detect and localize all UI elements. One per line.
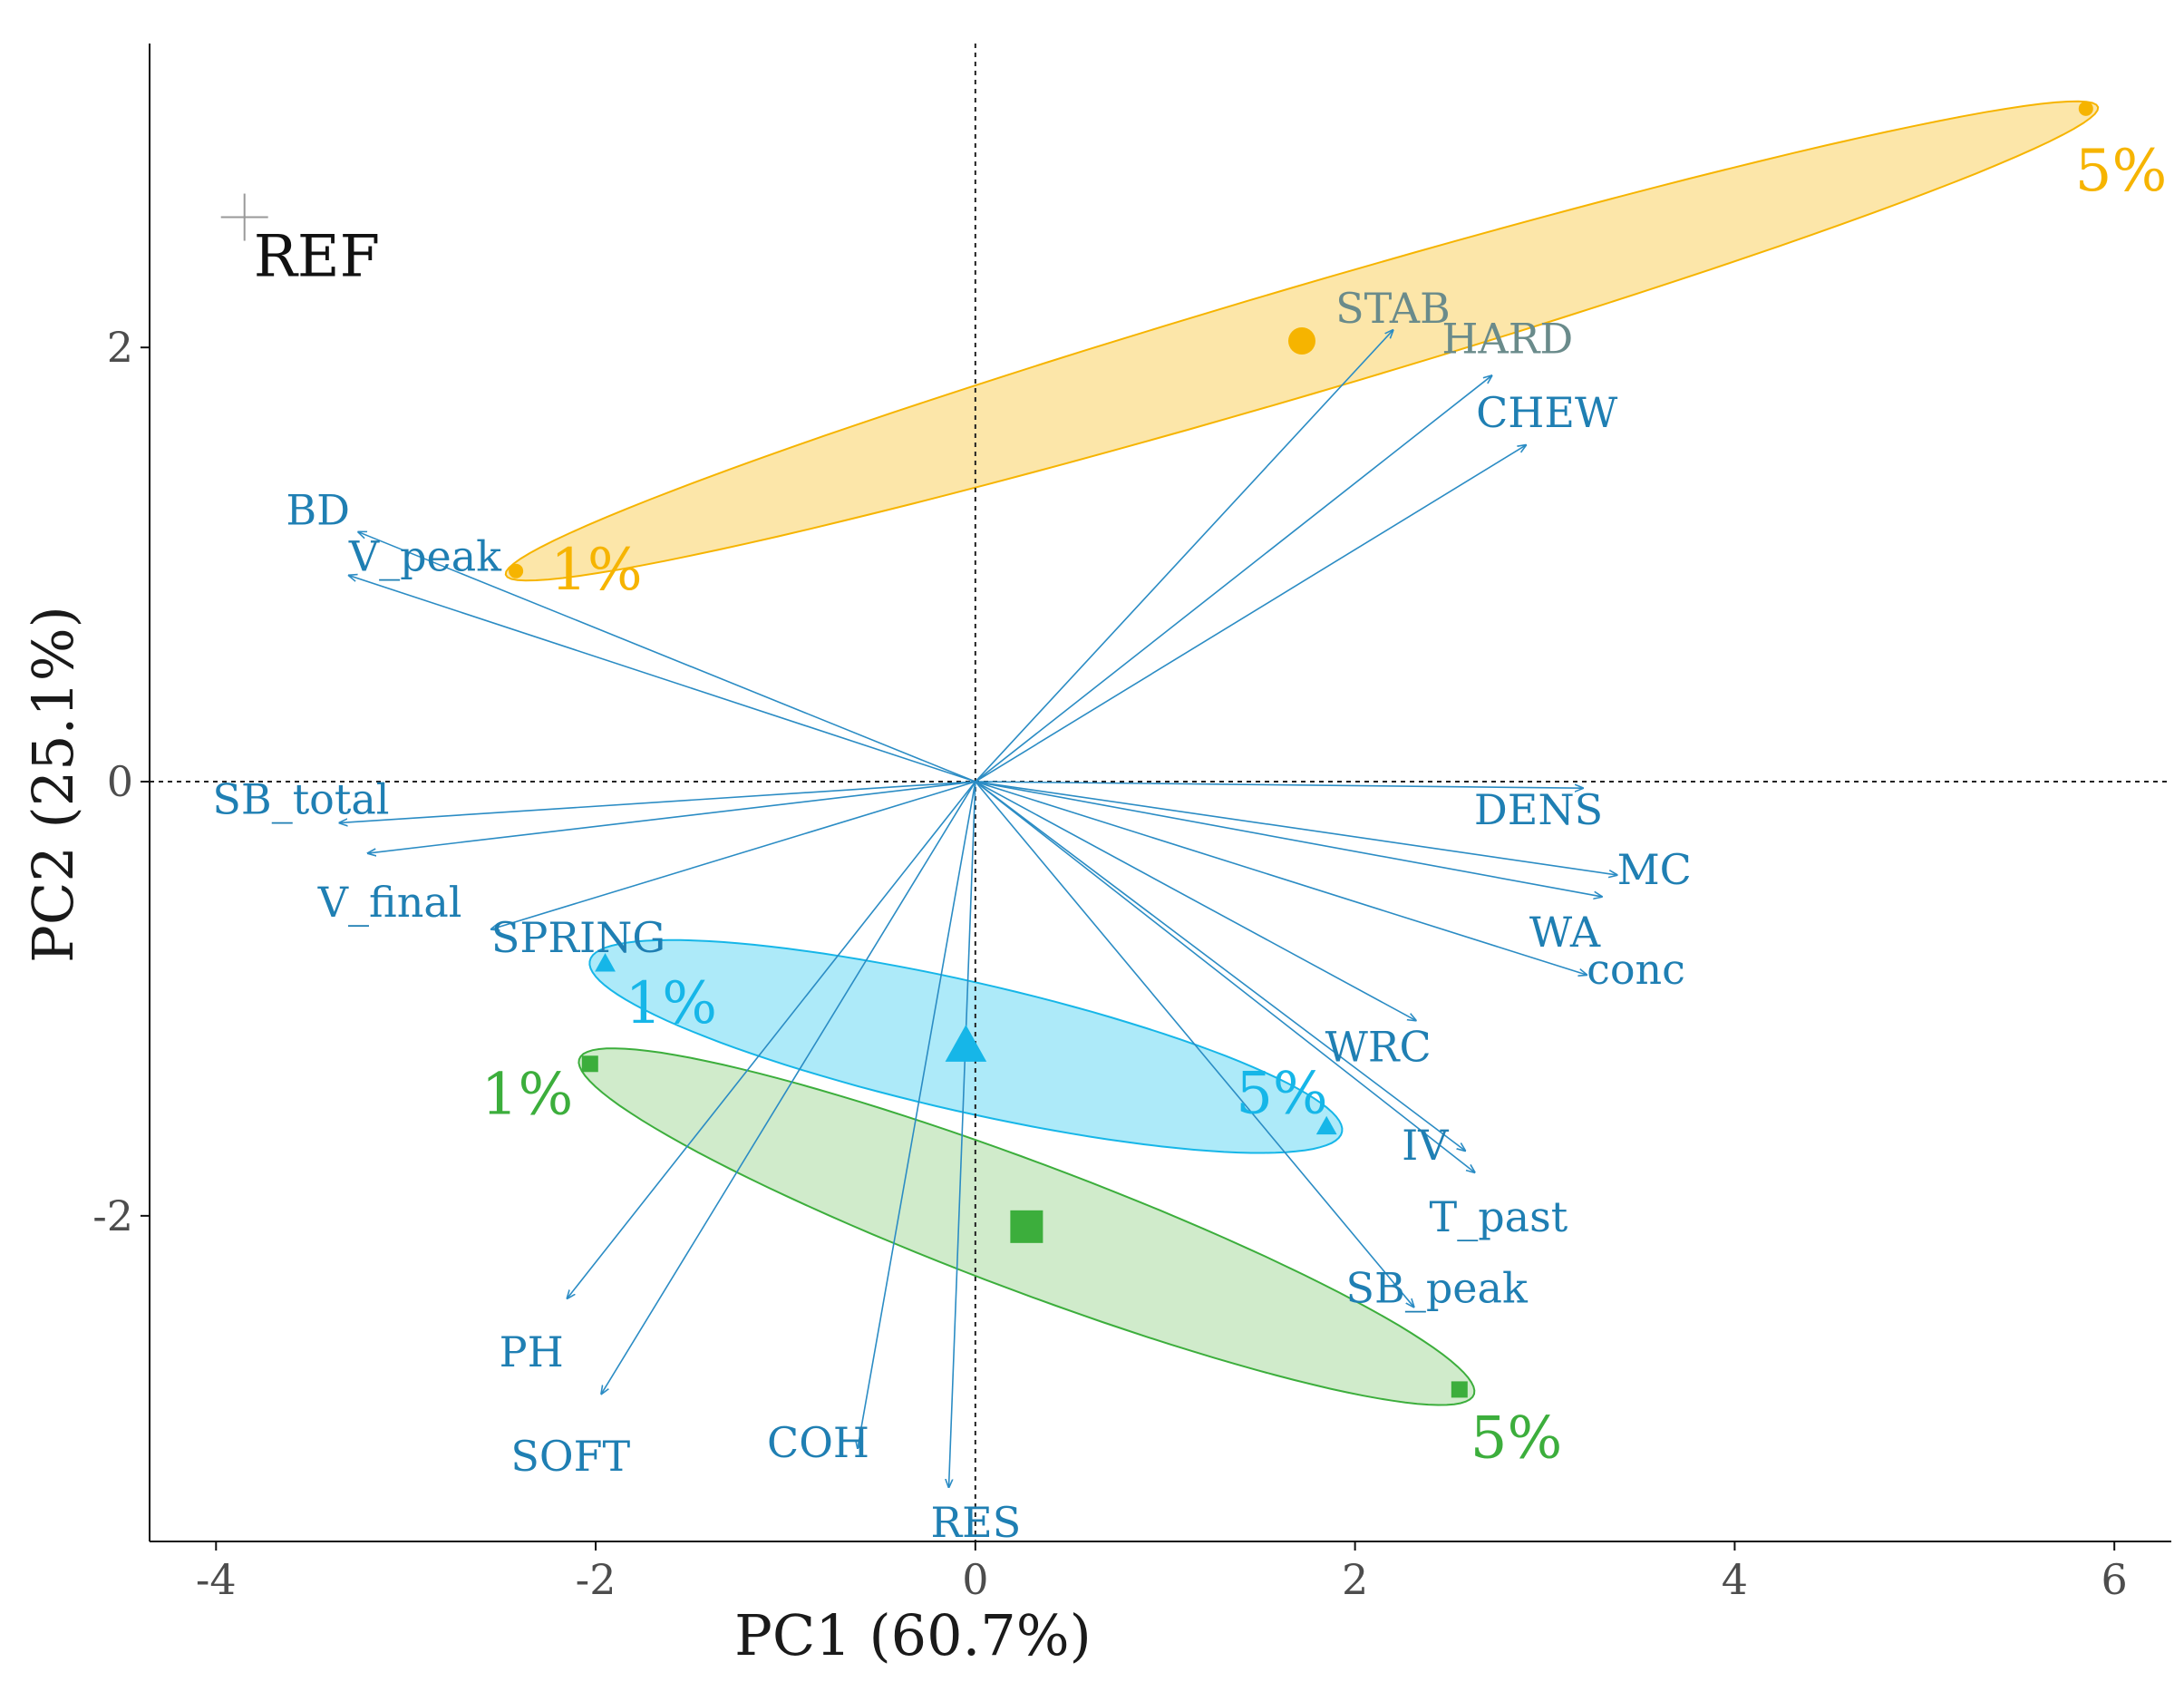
loading-arrow xyxy=(368,781,976,853)
x-tick-label: -4 xyxy=(196,1555,237,1604)
y-tick-label: 2 xyxy=(107,323,133,372)
green-point xyxy=(581,1055,598,1073)
loading-arrow xyxy=(568,781,976,1298)
y-axis-title: PC2 (25.1%) xyxy=(20,606,86,963)
loading-arrow xyxy=(858,781,976,1448)
variable-label: V_peak xyxy=(348,532,502,581)
variable-label: WA xyxy=(1529,908,1601,957)
x-tick-label: -2 xyxy=(576,1555,616,1604)
reference-label: REF xyxy=(254,224,380,291)
x-tick-label: 0 xyxy=(962,1555,988,1604)
variable-label: CHEW xyxy=(1476,388,1618,437)
green-point xyxy=(1451,1381,1468,1398)
variable-label: BD xyxy=(286,486,350,535)
variable-label: DENS xyxy=(1474,785,1603,834)
variable-label: STAB xyxy=(1335,284,1451,333)
loading-arrow xyxy=(975,445,1526,783)
variable-label: MC xyxy=(1617,845,1692,894)
orange-centroid-point xyxy=(1287,327,1315,355)
variable-label: IV xyxy=(1402,1121,1449,1170)
loading-arrow xyxy=(949,781,976,1487)
variable-label: WRC xyxy=(1325,1022,1432,1071)
variable-label: PH xyxy=(500,1327,564,1376)
confidence-ellipses xyxy=(504,100,2100,1406)
loading-arrow xyxy=(975,781,1475,1172)
loading-arrows xyxy=(339,330,1616,1487)
orange-point xyxy=(2078,101,2093,116)
blue-point xyxy=(595,953,616,972)
group-point-label: 5% xyxy=(1471,1405,1563,1472)
variable-label: SPRING xyxy=(491,913,665,962)
group-point-label: 1% xyxy=(481,1061,574,1128)
variable-label: T_past xyxy=(1430,1192,1568,1241)
green-centroid-point xyxy=(1010,1210,1043,1243)
variable-label: conc xyxy=(1587,945,1685,994)
reference-lines xyxy=(150,44,2171,1541)
loading-arrow xyxy=(975,781,1416,1020)
loading-arrow xyxy=(339,781,976,822)
loading-arrow xyxy=(975,781,1583,788)
blue-point xyxy=(1315,1115,1337,1135)
loading-arrow xyxy=(491,781,976,929)
variable-label: SOFT xyxy=(510,1432,630,1481)
loading-arrow xyxy=(975,781,1414,1307)
loading-arrow xyxy=(975,781,1617,875)
variable-label: HARD xyxy=(1441,314,1573,363)
blue-centroid-point xyxy=(945,1025,987,1062)
group-point-label: 1% xyxy=(626,970,718,1037)
loading-arrow xyxy=(601,781,976,1394)
loading-arrow xyxy=(358,532,976,783)
x-tick-label: 2 xyxy=(1342,1555,1368,1604)
group-point-label: 1% xyxy=(550,537,643,604)
group-point-label: 5% xyxy=(2075,138,2168,205)
loading-arrow xyxy=(975,781,1602,897)
y-tick-label: 0 xyxy=(107,757,133,806)
variable-label: COH xyxy=(767,1418,869,1467)
variable-label: SB_total xyxy=(212,775,389,824)
axes: -4 -2 0 2 4 6 -2 0 2 xyxy=(92,44,2171,1604)
x-tick-label: 4 xyxy=(1722,1555,1748,1604)
group-point-label: 5% xyxy=(1236,1061,1328,1128)
loading-arrow xyxy=(349,576,976,783)
variable-label: RES xyxy=(931,1498,1022,1547)
loading-arrow xyxy=(975,330,1393,783)
loading-arrow xyxy=(975,781,1465,1151)
x-axis-title: PC1 (60.7%) xyxy=(734,1602,1092,1668)
orange-point xyxy=(509,563,524,578)
x-tick-label: 6 xyxy=(2101,1555,2128,1604)
loading-arrow xyxy=(975,375,1492,783)
loading-arrow xyxy=(975,781,1587,975)
variable-label: V_final xyxy=(317,878,462,927)
variable-label: SB_peak xyxy=(1346,1263,1529,1312)
y-tick-label: -2 xyxy=(92,1191,133,1240)
score-points xyxy=(220,101,2093,1398)
